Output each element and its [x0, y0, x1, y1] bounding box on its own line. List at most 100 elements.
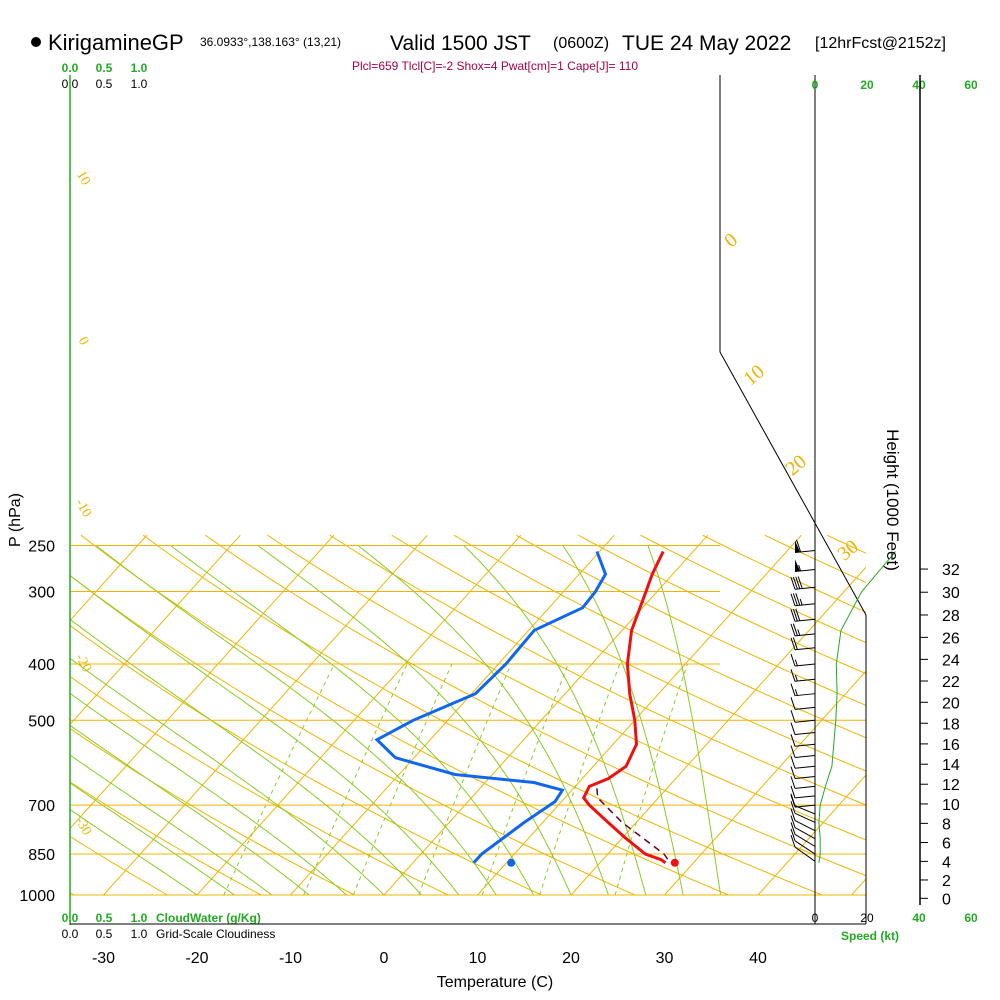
height-tick-20: 20	[942, 695, 960, 712]
speed-axis-label: Speed (kt)	[841, 929, 899, 943]
wind-barb-850	[790, 828, 816, 855]
wind-barb-400	[790, 653, 816, 667]
isotherm-40	[757, 774, 866, 895]
mixing-ratio-2	[303, 663, 408, 895]
isotherm--20	[196, 534, 522, 895]
mixing-ratio-label-20: 20	[606, 901, 628, 923]
wind-barb-600	[790, 756, 816, 769]
isotherm--40	[70, 534, 335, 830]
height-tick-24: 24	[942, 652, 960, 669]
wind-barb-shaft	[794, 706, 816, 710]
dry-adiabat-label--20: -20	[72, 651, 94, 675]
wind-barb-flag	[795, 540, 800, 553]
parcel-profile	[596, 788, 671, 864]
height-tick-22: 22	[942, 674, 960, 691]
wind-barb-425	[790, 669, 816, 682]
wind-barb-full	[792, 637, 798, 650]
moist-adiabat	[357, 545, 609, 895]
wind-barb-shaft	[794, 754, 816, 758]
cloudwater-label: CloudWater (g/Kg)	[156, 911, 261, 925]
wind-barb-full	[790, 745, 796, 758]
height-tick-12: 12	[942, 777, 960, 794]
moist-adiabat	[70, 782, 235, 895]
wind-barb-full	[796, 539, 802, 553]
surface-temperature-point	[670, 858, 679, 867]
cloudiness-label: Grid-Scale Cloudiness	[156, 927, 275, 941]
mixing-ratio-label-12: 12	[530, 901, 552, 923]
dry-adiabat	[329, 534, 866, 806]
dry-adiabat	[391, 534, 866, 772]
wind-barb-full	[790, 834, 796, 848]
speed-tick-top-0: 0	[812, 78, 819, 92]
dry-adiabat	[267, 534, 866, 841]
wind-barb-half	[794, 674, 798, 682]
mixing-ratio-3	[352, 663, 453, 895]
pressure-tick-300: 300	[28, 584, 55, 601]
wind-barb-825	[790, 822, 816, 847]
wind-barb-475	[790, 697, 816, 710]
dry-adiabat	[70, 675, 450, 895]
wind-barb-half	[797, 629, 801, 636]
height-tick-16: 16	[942, 737, 960, 754]
wind-barb-shaft	[794, 765, 816, 769]
dry-adiabat	[80, 534, 730, 895]
wind-barb-full	[790, 722, 796, 735]
mixing-ratio-label-2: 2	[298, 904, 315, 920]
height-tick-2: 2	[942, 873, 951, 890]
dewpoint-profile	[374, 550, 608, 864]
wind-barb-shaft	[794, 549, 816, 553]
speed-tick-top-40: 40	[912, 78, 926, 92]
wind-barb-half	[799, 598, 803, 606]
station-name: KirigamineGP	[48, 30, 184, 55]
cloud-bottom-green-1: 0.5	[96, 911, 113, 925]
moist-adiabat	[70, 692, 347, 895]
height-tick-32: 32	[942, 562, 960, 579]
speed-tick-top-20: 20	[860, 78, 874, 92]
wind-barb-full	[790, 828, 796, 841]
dry-adiabat	[453, 534, 866, 739]
pressure-tick-500: 500	[28, 713, 55, 730]
wind-barb-full	[790, 593, 796, 606]
pressure-tick-700: 700	[28, 798, 55, 815]
wind-barb-shaft	[794, 678, 816, 682]
isotherm-50	[851, 878, 866, 895]
moist-adiabat	[70, 809, 198, 895]
cloud-scale-top: 0.0 0.5 1.0 0.0 0.5 1.0	[62, 61, 148, 91]
isotherm-20	[570, 566, 866, 895]
wind-barb-650	[790, 776, 816, 789]
mixing-ratio-label-3: 3	[347, 904, 364, 920]
wind-barb-shaft	[794, 633, 816, 637]
height-tick-28: 28	[942, 608, 960, 625]
wind-barb-shaft	[794, 812, 816, 823]
height-tick-18: 18	[942, 716, 960, 733]
wind-barb-775	[790, 808, 816, 832]
speed-tick-top-60: 60	[964, 78, 978, 92]
wind-barb-shaft	[794, 805, 816, 815]
temperature-tick-40: 40	[749, 950, 767, 967]
temperature-tick-20: 20	[562, 950, 580, 967]
cloud-scale-bottom: 0.0 0.5 1.0 CloudWater (g/Kg) 0.0 0.5 1.…	[62, 911, 276, 941]
x-axis-title: Temperature (C)	[437, 974, 553, 991]
speed-tick-bottom-40: 40	[912, 911, 926, 925]
dry-adiabat	[205, 534, 866, 877]
wind-barb-shaft	[794, 833, 816, 847]
moist-adiabat-label-20: 20	[781, 451, 810, 481]
wind-barb-575	[790, 745, 816, 758]
wind-barb-half	[794, 689, 798, 696]
wind-barbs	[790, 539, 816, 862]
height-tick-30: 30	[942, 585, 960, 602]
wind-barb-295	[790, 576, 816, 590]
temperature-tick-10: 10	[469, 950, 487, 967]
isotherm--30	[103, 534, 428, 895]
temperature-tick--30: -30	[92, 950, 115, 967]
wind-barb-full	[790, 822, 796, 835]
isotherm-0	[383, 534, 709, 895]
mixing-ratio-label-8: 8	[476, 904, 493, 920]
wind-barb-full	[790, 609, 796, 622]
stability-indices: Plcl=659 Tlcl[C]=-2 Shox=4 Pwat[cm]=1 Ca…	[352, 59, 638, 73]
wind-barb-full	[790, 623, 796, 637]
height-tick-6: 6	[942, 835, 951, 852]
height-axis-label: Height (1000 Feet)	[883, 429, 902, 571]
wind-barb-725	[790, 793, 816, 815]
